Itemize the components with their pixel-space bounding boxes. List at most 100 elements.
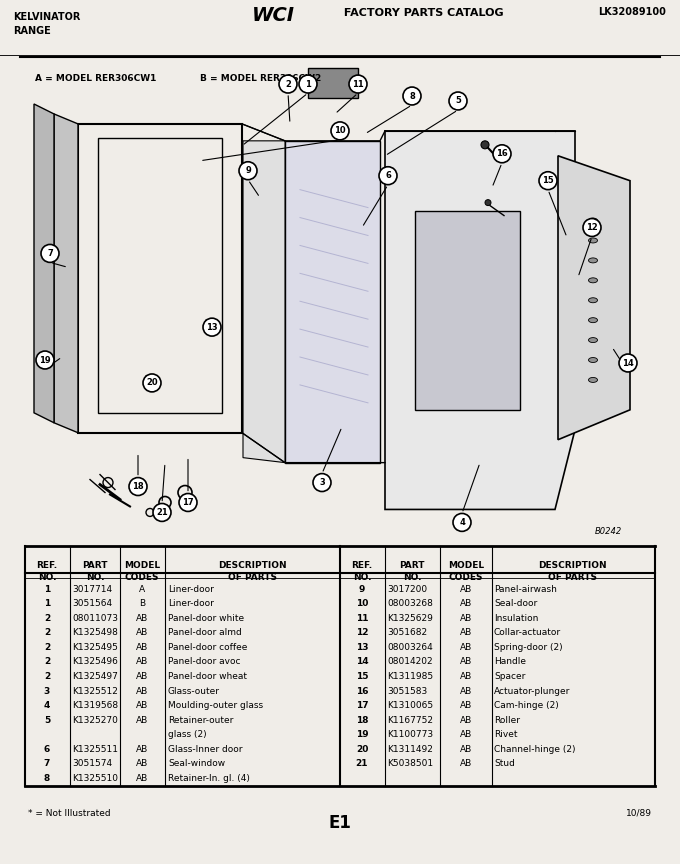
Text: K1325496: K1325496 bbox=[72, 658, 118, 666]
Text: AB: AB bbox=[460, 628, 472, 638]
Text: 10: 10 bbox=[334, 126, 346, 136]
Text: 08003264: 08003264 bbox=[387, 643, 432, 651]
Text: KELVINATOR
RANGE: KELVINATOR RANGE bbox=[14, 12, 81, 35]
Text: 4: 4 bbox=[459, 518, 465, 527]
Polygon shape bbox=[243, 141, 285, 462]
Text: PART
NO.: PART NO. bbox=[399, 562, 425, 581]
Text: AB: AB bbox=[136, 759, 148, 768]
Text: 17: 17 bbox=[182, 498, 194, 507]
Polygon shape bbox=[415, 211, 520, 410]
Text: DESCRIPTION
OF PARTS: DESCRIPTION OF PARTS bbox=[218, 562, 286, 581]
Text: 10: 10 bbox=[356, 599, 368, 608]
Text: AB: AB bbox=[136, 672, 148, 681]
Text: 2: 2 bbox=[44, 672, 50, 681]
Text: glass (2): glass (2) bbox=[168, 730, 207, 740]
Text: LK32089100: LK32089100 bbox=[598, 7, 666, 16]
Text: 2: 2 bbox=[44, 628, 50, 638]
Ellipse shape bbox=[588, 278, 598, 283]
Text: 13: 13 bbox=[206, 322, 218, 332]
Text: Moulding-outer glass: Moulding-outer glass bbox=[168, 701, 263, 710]
Text: K1325511: K1325511 bbox=[72, 745, 118, 753]
Text: B: B bbox=[139, 599, 145, 608]
Text: AB: AB bbox=[460, 715, 472, 725]
Text: WCI: WCI bbox=[252, 6, 294, 24]
Ellipse shape bbox=[588, 238, 598, 243]
Circle shape bbox=[153, 504, 171, 521]
Text: 14: 14 bbox=[622, 359, 634, 367]
Text: K1311985: K1311985 bbox=[387, 672, 433, 681]
Text: 9: 9 bbox=[359, 585, 365, 594]
Text: AB: AB bbox=[136, 613, 148, 623]
Text: AB: AB bbox=[136, 701, 148, 710]
Text: 08014202: 08014202 bbox=[387, 658, 432, 666]
Text: 3: 3 bbox=[44, 687, 50, 696]
Text: 5: 5 bbox=[44, 715, 50, 725]
Text: Panel-door almd: Panel-door almd bbox=[168, 628, 242, 638]
Text: MODEL
CODES: MODEL CODES bbox=[124, 562, 160, 581]
Text: 18: 18 bbox=[356, 715, 369, 725]
Text: 3051564: 3051564 bbox=[72, 599, 112, 608]
Text: AB: AB bbox=[136, 715, 148, 725]
Circle shape bbox=[485, 200, 491, 206]
Text: 08011073: 08011073 bbox=[72, 613, 118, 623]
Ellipse shape bbox=[588, 257, 598, 263]
Polygon shape bbox=[285, 141, 380, 462]
Text: 14: 14 bbox=[356, 658, 369, 666]
Text: Seal-door: Seal-door bbox=[494, 599, 537, 608]
Text: K1167752: K1167752 bbox=[387, 715, 433, 725]
Text: Rivet: Rivet bbox=[494, 730, 517, 740]
Ellipse shape bbox=[588, 338, 598, 343]
Circle shape bbox=[313, 473, 331, 492]
Circle shape bbox=[41, 245, 59, 263]
Text: Spring-door (2): Spring-door (2) bbox=[494, 643, 562, 651]
Text: K1325510: K1325510 bbox=[72, 774, 118, 783]
Text: Panel-door wheat: Panel-door wheat bbox=[168, 672, 247, 681]
Text: AB: AB bbox=[136, 774, 148, 783]
Text: AB: AB bbox=[460, 730, 472, 740]
Circle shape bbox=[279, 75, 297, 93]
Text: 6: 6 bbox=[44, 745, 50, 753]
Text: K1310065: K1310065 bbox=[387, 701, 433, 710]
Text: K1325270: K1325270 bbox=[72, 715, 118, 725]
Text: 17: 17 bbox=[356, 701, 369, 710]
Text: K1325512: K1325512 bbox=[72, 687, 118, 696]
Text: E1: E1 bbox=[328, 814, 352, 832]
Text: Collar-actuator: Collar-actuator bbox=[494, 628, 561, 638]
Circle shape bbox=[299, 75, 317, 93]
Text: 7: 7 bbox=[44, 759, 50, 768]
Text: 6: 6 bbox=[385, 171, 391, 181]
Circle shape bbox=[349, 75, 367, 93]
Circle shape bbox=[36, 351, 54, 369]
Text: 19: 19 bbox=[356, 730, 369, 740]
Text: AB: AB bbox=[460, 687, 472, 696]
Text: 1: 1 bbox=[305, 79, 311, 88]
Text: Panel-door coffee: Panel-door coffee bbox=[168, 643, 248, 651]
Text: K5038501: K5038501 bbox=[387, 759, 433, 768]
Text: AB: AB bbox=[460, 759, 472, 768]
Text: 2: 2 bbox=[44, 643, 50, 651]
Text: B = MODEL RER306CW2: B = MODEL RER306CW2 bbox=[200, 74, 321, 83]
Text: 5: 5 bbox=[455, 97, 461, 105]
Text: K1325495: K1325495 bbox=[72, 643, 118, 651]
Text: 8: 8 bbox=[44, 774, 50, 783]
Text: AB: AB bbox=[460, 701, 472, 710]
Text: 15: 15 bbox=[542, 176, 554, 185]
Text: 4: 4 bbox=[44, 701, 50, 710]
Text: MODEL
CODES: MODEL CODES bbox=[448, 562, 484, 581]
Text: 11: 11 bbox=[352, 79, 364, 88]
Text: REF.
NO.: REF. NO. bbox=[37, 562, 58, 581]
Ellipse shape bbox=[588, 298, 598, 302]
Text: Liner-door: Liner-door bbox=[168, 585, 214, 594]
Text: K1325629: K1325629 bbox=[387, 613, 433, 623]
Text: * = Not Illustrated: * = Not Illustrated bbox=[28, 809, 111, 817]
Text: 3051682: 3051682 bbox=[387, 628, 427, 638]
Circle shape bbox=[129, 478, 147, 496]
Text: PART
NO.: PART NO. bbox=[82, 562, 107, 581]
Text: 21: 21 bbox=[356, 759, 369, 768]
Text: 2: 2 bbox=[285, 79, 291, 88]
Text: Seal-window: Seal-window bbox=[168, 759, 225, 768]
Circle shape bbox=[453, 513, 471, 531]
Ellipse shape bbox=[588, 318, 598, 322]
Polygon shape bbox=[54, 114, 78, 433]
Circle shape bbox=[331, 122, 349, 140]
